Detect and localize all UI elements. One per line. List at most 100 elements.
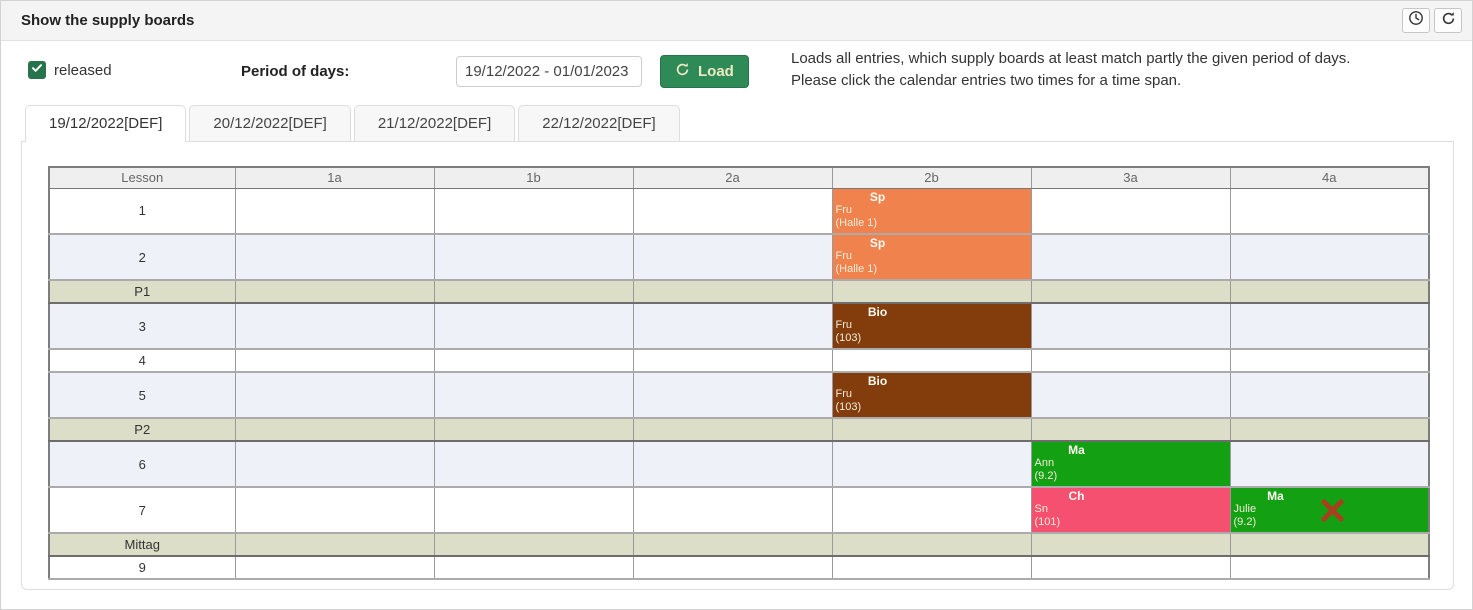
board-cell-2b-7 [831,487,1031,534]
board-cell-1b-9 [433,556,633,580]
board-cell-2a-P1 [632,279,832,304]
entry-teacher: Fru [835,203,853,216]
board-entry[interactable]: Bio Fru (103) [832,373,1031,417]
board-cell-3a-5 [1030,372,1230,419]
board-cell-2b-9 [831,556,1031,580]
tab-content-pane: Lesson 1a 1b 2a 2b 3a 4a 1 Sp Fru (Halle 1) 2 Sp Fru… [21,142,1454,590]
board-cell-4a-2 [1229,234,1429,281]
entry-subject: Sp [869,236,886,250]
board-cell-2b-P1 [831,279,1031,304]
table-row-1: 1 Sp Fru (Halle 1) [48,188,1429,235]
help-text-line2: Please click the calendar entries two ti… [791,72,1182,89]
board-cell-2a-3 [632,303,832,350]
history-button[interactable] [1402,8,1430,33]
entry-subject: Bio [867,374,888,388]
tab-1[interactable]: 20/12/2022[DEF] [189,105,351,141]
board-cell-4a-6 [1229,441,1429,488]
board-cell-1a-5 [234,372,434,419]
entry-teacher: Ann [1034,457,1055,469]
tab-3[interactable]: 22/12/2022[DEF] [518,105,680,141]
board-cell-3a-4 [1030,349,1230,373]
check-icon [31,61,43,79]
lesson-number-cell: 7 [48,487,235,534]
entry-teacher: Fru [835,388,853,400]
panel-titlebar: Show the supply boards [1,1,1472,41]
clock-icon [1408,10,1424,31]
tab-0[interactable]: 19/12/2022[DEF] [25,105,187,142]
board-cell-1a-P2 [234,417,434,442]
board-cell-2a-9 [632,556,832,580]
board-cell-4a-Mittag [1229,532,1429,557]
table-row-9: 9 [48,556,1429,580]
period-of-days-label: Period of days: [241,63,350,80]
board-entry[interactable]: Sp Fru (Halle 1) [832,188,1031,233]
table-row-6: 6 Ma Ann (9.2) [48,441,1429,488]
board-cell-2a-P2 [632,417,832,442]
board-body: 1 Sp Fru (Halle 1) 2 Sp Fru (Halle 1) P1 3 Bio Fru(… [48,188,1429,580]
load-refresh-icon [675,62,690,81]
column-header-1a: 1a [234,167,434,189]
column-header-Lesson: Lesson [48,167,235,189]
board-entry[interactable]: Bio Fru (103) [832,304,1031,348]
entry-subject: Ma [1068,443,1085,457]
board-cell-2a-7 [632,487,832,534]
lesson-number-cell: 1 [48,188,235,235]
board-entry[interactable]: Sp Fru (Halle 1) [832,235,1031,279]
lesson-number-cell: 4 [48,349,235,373]
board-cell-2a-6 [632,441,832,488]
controls-bar: released Period of days: Load Loads all … [1,41,1472,96]
band-label-cell: P2 [48,417,235,442]
board-cell-1b-5 [433,372,633,419]
entry-teacher: Fru [835,319,853,331]
titlebar-tools [1402,8,1462,33]
board-cell-1b-2 [433,234,633,281]
board-header: Lesson 1a 1b 2a 2b 3a 4a [48,167,1429,189]
lesson-number-cell: 2 [48,234,235,281]
board-cell-1b-1 [433,188,633,235]
board-cell-3a-2 [1030,234,1230,281]
entry-room: (9.2) [1233,516,1257,528]
table-row-4: 4 [48,349,1429,373]
entry-room: (103) [835,332,862,344]
reload-button[interactable] [1434,8,1462,33]
board-cell-4a-7: Ma Julie (9.2) [1229,487,1429,534]
board-cell-1a-6 [234,441,434,488]
band-label-cell: Mittag [48,532,235,557]
board-cell-2b-P2 [831,417,1031,442]
board-cell-3a-P1 [1030,279,1230,304]
board-cell-2a-1 [632,188,832,235]
board-entry[interactable]: Ma Julie (9.2) [1230,488,1428,532]
board-cell-3a-Mittag [1030,532,1230,557]
lesson-number-cell: 3 [48,303,235,350]
board-cell-2b-6 [831,441,1031,488]
supply-board-table: Lesson 1a 1b 2a 2b 3a 4a 1 Sp Fru (Halle 1) 2 Sp Fru… [48,166,1430,580]
lesson-number-cell: 6 [48,441,235,488]
tab-2[interactable]: 21/12/2022[DEF] [353,105,516,141]
board-cell-4a-P1 [1229,279,1429,304]
released-checkbox[interactable] [28,61,46,79]
board-entry[interactable]: Ch Sn (101) [1031,488,1230,532]
board-entry[interactable]: Ma Ann (9.2) [1031,442,1230,486]
band-label-cell: P1 [48,279,235,304]
column-header-4a: 4a [1229,167,1429,189]
board-cell-3a-3 [1030,303,1230,350]
column-header-2b: 2b [831,167,1031,189]
board-cell-1a-P1 [234,279,434,304]
column-header-2a: 2a [632,167,832,189]
load-button[interactable]: Load [660,55,749,88]
board-cell-2b-2: Sp Fru (Halle 1) [831,234,1031,281]
board-cell-4a-1 [1229,188,1429,235]
board-cell-4a-4 [1229,349,1429,373]
board-cell-1a-Mittag [234,532,434,557]
board-cell-4a-P2 [1229,417,1429,442]
board-cell-1a-4 [234,349,434,373]
tab-bar: 19/12/2022[DEF] 20/12/2022[DEF] 21/12/2022… [21,96,1454,142]
board-cell-1a-9 [234,556,434,580]
cancel-x-icon [1319,497,1347,523]
board-cell-1b-P1 [433,279,633,304]
board-cell-1a-2 [234,234,434,281]
board-cell-1a-1 [234,188,434,235]
board-cell-4a-9 [1229,556,1429,580]
period-input[interactable] [456,56,642,87]
board-cell-1b-P2 [433,417,633,442]
